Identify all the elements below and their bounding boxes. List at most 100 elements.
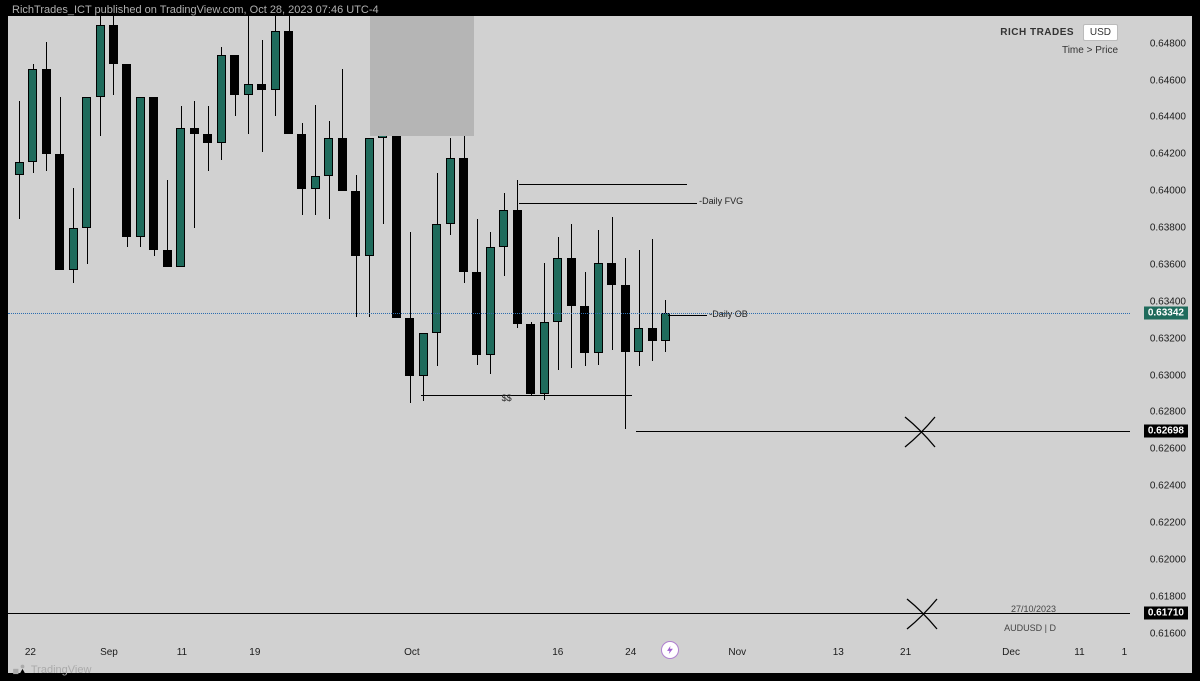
candle-body <box>284 31 293 134</box>
candle-body <box>203 134 212 143</box>
annotation-line[interactable] <box>421 395 632 396</box>
candle-body <box>432 224 441 333</box>
candle-body <box>190 128 199 134</box>
candle-body <box>69 228 78 270</box>
price-tick: 0.64000 <box>1150 186 1186 197</box>
candle-body <box>419 333 428 375</box>
time-tick: 11 <box>177 647 187 658</box>
candle-body <box>526 324 535 394</box>
time-tick: 21 <box>900 647 911 658</box>
price-tick: 0.61600 <box>1150 628 1186 639</box>
candle-body <box>351 191 360 256</box>
candle-body <box>217 55 226 144</box>
plot-area[interactable]: 0.633420.626980.61710-Daily FVG-Daily OB… <box>8 16 1130 643</box>
horizontal-line[interactable] <box>8 613 1130 614</box>
candle-body <box>244 84 253 95</box>
candle-body <box>634 328 643 352</box>
time-tick: 11 <box>1074 647 1084 658</box>
target-cross[interactable] <box>899 411 941 458</box>
annotation-line[interactable] <box>519 184 687 185</box>
candle-wick <box>19 101 20 219</box>
candle-wick <box>652 239 653 361</box>
candle-body <box>324 138 333 177</box>
candle-body <box>567 258 576 306</box>
annotation-text[interactable]: -Daily FVG <box>699 196 743 206</box>
candle-body <box>271 31 280 90</box>
candle-body <box>149 97 158 250</box>
price-tick: 0.64200 <box>1150 149 1186 160</box>
candle-body <box>176 128 185 266</box>
candle-body <box>499 210 508 247</box>
price-tick: 0.63800 <box>1150 223 1186 234</box>
annotation-text[interactable]: $$ <box>502 393 512 403</box>
time-tick: 19 <box>249 647 260 658</box>
price-tick: 0.61800 <box>1150 591 1186 602</box>
time-tick: 16 <box>552 647 563 658</box>
candle-wick <box>248 0 249 134</box>
time-tick: Oct <box>404 647 420 658</box>
candle-body <box>28 69 37 161</box>
price-tick: 0.64600 <box>1150 75 1186 86</box>
time-tick: 13 <box>833 647 844 658</box>
candle-body <box>405 318 414 375</box>
current-price-line <box>8 313 1130 314</box>
candle-body <box>513 210 522 324</box>
time-tick: Sep <box>100 647 118 658</box>
time-tick: 1 <box>1122 647 1128 658</box>
annotation-text[interactable]: -Daily OB <box>709 309 748 319</box>
candle-body <box>365 138 374 256</box>
tradingview-logo: TradingView <box>12 663 91 677</box>
chart-area[interactable]: 0.63342 0.62698 0.61710 -Daily FVG -Daily OB… <box>8 16 1192 673</box>
time-tick: 22 <box>25 647 36 658</box>
lightning-icon[interactable] <box>661 641 679 659</box>
time-tick: Dec <box>1002 647 1020 658</box>
candle-body <box>96 25 105 97</box>
annotation-line[interactable] <box>519 203 697 204</box>
candle-body <box>297 134 306 189</box>
price-tick: 0.62800 <box>1150 407 1186 418</box>
price-tick: 0.63000 <box>1150 370 1186 381</box>
price-tick: 0.62400 <box>1150 481 1186 492</box>
candle-wick <box>194 101 195 228</box>
candle-body <box>594 263 603 353</box>
price-tick: 0.63600 <box>1150 259 1186 270</box>
candle-body <box>486 247 495 356</box>
candle-body <box>55 154 64 270</box>
current-price-label: 0.63342 <box>1144 306 1188 319</box>
candle-wick <box>315 105 316 216</box>
price-tick: 0.63200 <box>1150 333 1186 344</box>
time-axis[interactable]: 22Sep1119Oct1624Nov1321Dec111 <box>8 643 1130 673</box>
candle-body <box>648 328 657 341</box>
candle-body <box>163 250 172 267</box>
hline-price-label: 0.62698 <box>1144 425 1188 438</box>
candle-body <box>311 176 320 189</box>
candle-body <box>621 285 630 351</box>
currency-badge[interactable]: USD <box>1083 24 1118 41</box>
candle-body <box>392 114 401 319</box>
price-tick: 0.62000 <box>1150 555 1186 566</box>
candle-body <box>122 64 131 237</box>
chart-top-labels: RICH TRADES USD Time > Price <box>1000 24 1118 58</box>
candle-body <box>540 322 549 394</box>
candle-body <box>459 158 468 272</box>
candle-body <box>607 263 616 285</box>
candle-body <box>15 162 24 175</box>
price-tick: 0.64400 <box>1150 112 1186 123</box>
bottom-pair: AUDUSD | D <box>1004 623 1056 633</box>
candle-body <box>257 84 266 90</box>
horizontal-line[interactable] <box>636 431 1130 432</box>
time-tick: Nov <box>728 647 746 658</box>
subtitle-label: Time > Price <box>1000 43 1118 58</box>
candle-body <box>446 158 455 224</box>
annotation-line[interactable] <box>668 315 707 316</box>
candle-body <box>109 25 118 64</box>
candle-body <box>82 97 91 228</box>
candle-body <box>472 272 481 355</box>
price-axis[interactable]: 0.648000.646000.644000.642000.640000.638… <box>1130 16 1192 643</box>
candle-body <box>42 69 51 154</box>
price-tick: 0.62600 <box>1150 444 1186 455</box>
target-cross[interactable] <box>901 593 943 640</box>
hline-price-label: 0.61710 <box>1144 607 1188 620</box>
brand-label: RICH TRADES <box>1000 27 1074 38</box>
candle-body <box>136 97 145 237</box>
